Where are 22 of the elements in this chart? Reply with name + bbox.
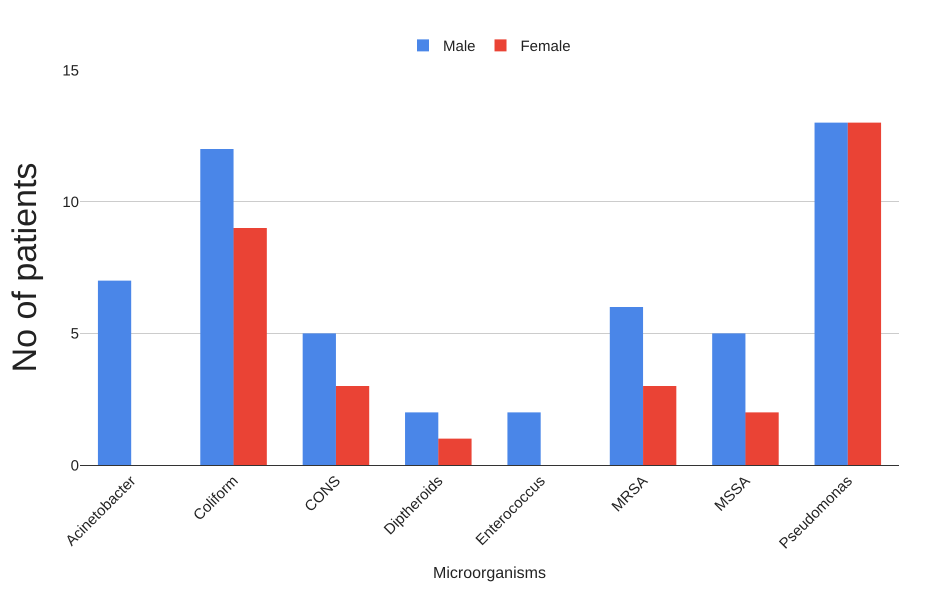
y-axis-title: No of patients — [6, 162, 44, 372]
bar — [98, 280, 132, 465]
bar — [438, 438, 472, 465]
y-tick-label: 0 — [70, 457, 79, 474]
bar — [610, 307, 644, 465]
bar — [507, 412, 541, 465]
bar — [814, 122, 848, 465]
x-axis-title: Microorganisms — [433, 565, 546, 582]
y-tick-label: 15 — [62, 62, 79, 80]
legend-label: Male — [443, 38, 476, 56]
y-tick-label: 10 — [62, 194, 79, 211]
legend-label: Female — [520, 38, 571, 56]
y-tick-label: 5 — [70, 326, 79, 343]
bar — [643, 386, 676, 465]
bar — [336, 386, 370, 465]
bar — [200, 149, 234, 465]
bar — [234, 228, 267, 465]
bar — [712, 333, 746, 465]
bar — [405, 412, 438, 465]
bar — [302, 333, 336, 465]
bar — [745, 412, 779, 465]
bar — [848, 122, 882, 465]
